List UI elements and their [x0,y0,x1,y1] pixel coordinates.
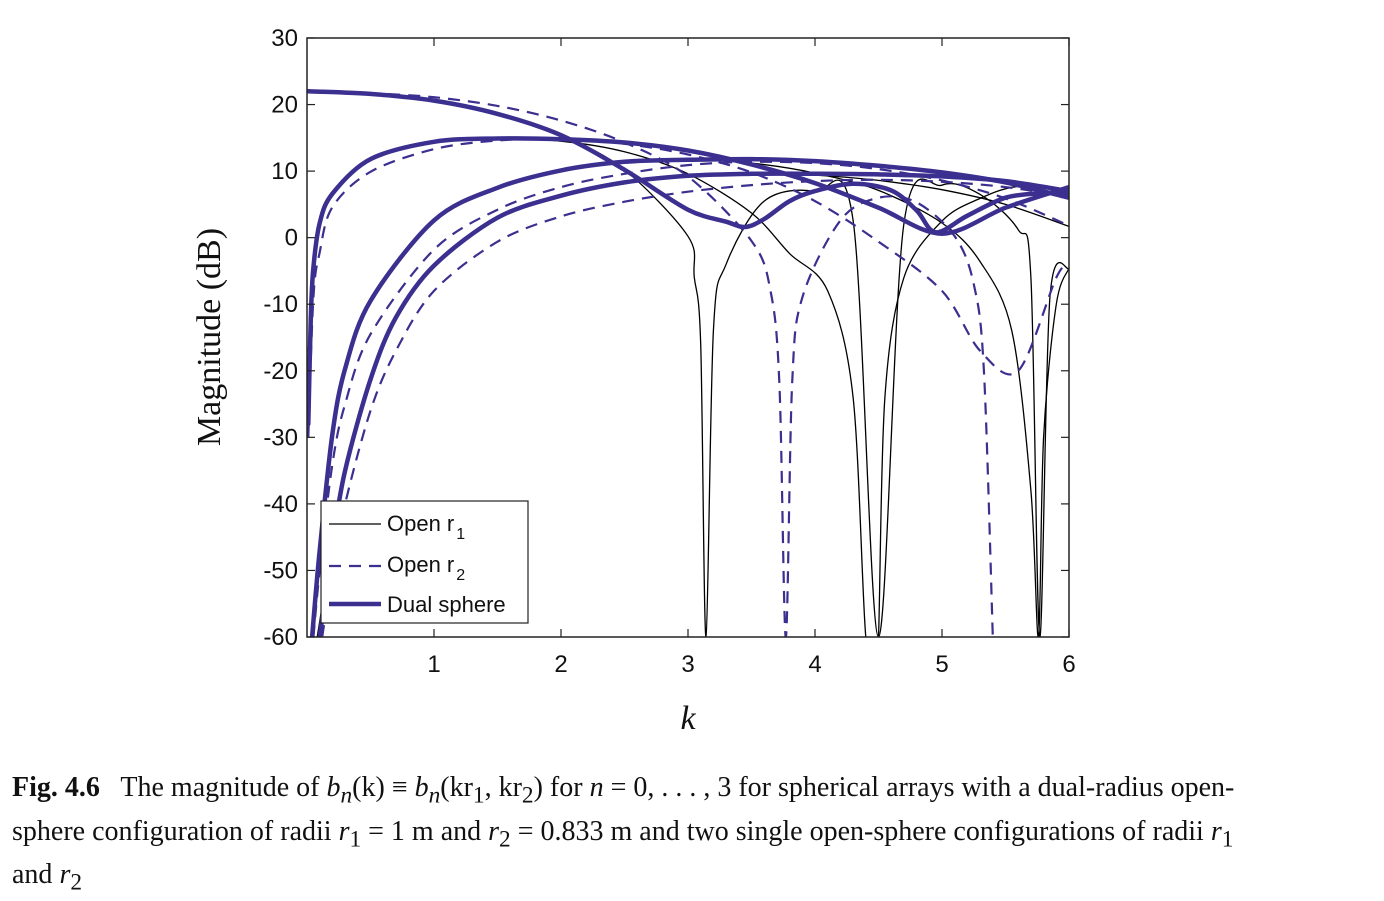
x-tick-label: 4 [808,651,821,678]
caption-and: and [12,859,60,891]
caption-r1-sub: 1 [349,826,362,853]
caption-r2: r [488,815,500,847]
x-tick-label: 2 [554,651,567,678]
legend-label-dual: Dual sphere [387,592,506,617]
tick-labels: 1 2 3 4 5 6 30 20 10 0 -10 -20 -30 -40 -50 -60 [263,25,1075,678]
caption-n: n [589,772,604,803]
caption-equiv: ≡ [384,772,415,803]
caption-r2-b-sub: 2 [70,869,83,896]
caption-r2-b: r [59,859,71,891]
caption-close: ) [533,772,543,803]
series-line-open-r2-n1 [307,137,1069,438]
series-line-open-r2-n0 [308,90,994,637]
caption-arg-k: (k) [352,772,385,803]
x-tick-label: 6 [1062,651,1075,678]
caption-r1-b: r [1210,815,1222,847]
chart-figure: 1 2 3 4 5 6 30 20 10 0 -10 -20 -30 -40 -50 -60 k Magnit… [191,25,1076,737]
caption-comma-kr: , kr [484,772,522,803]
caption-sub-n: n [340,782,353,809]
caption-r2-val: = 0.833 m and two single open-sphere con… [510,815,1211,847]
caption-sub-1: 1 [472,782,485,809]
y-axis-title: Magnitude (dB) [191,228,228,446]
y-tick-label: -50 [263,557,298,584]
figure-caption: Fig. 4.6 The magnitude of bn(k) ≡ bn(kr1… [12,770,1272,901]
x-tick-label: 1 [427,651,440,678]
caption-r1-val: = 1 m and [361,815,489,847]
curves-layer [307,88,1069,637]
caption-text-1: The magnitude of [120,772,320,803]
y-tick-label: -10 [263,291,298,318]
caption-r1: r [338,815,350,847]
caption-bn-2: b [414,772,429,803]
y-tick-label: 10 [271,158,298,185]
caption-fig-number: Fig. 4.6 [12,772,100,803]
series-line-dual-sphere-n1 [307,136,1069,427]
caption-bn: b [326,772,341,803]
y-tick-label: -30 [263,424,298,451]
series-line-dual-sphere-n0 [307,88,1069,235]
x-tick-label: 3 [681,651,694,678]
caption-arg-kr: (kr [440,772,473,803]
y-tick-label: 20 [271,92,298,119]
y-tick-label: 0 [285,225,298,252]
x-tick-label: 5 [935,651,948,678]
y-tick-label: 30 [271,25,298,52]
series-line-dual-sphere-n2 [309,156,1069,637]
x-axis-title: k [680,700,696,737]
y-tick-label: -40 [263,491,298,518]
series-line-dual-sphere-n3 [317,171,1069,637]
caption-r2-sub: 2 [499,826,511,853]
caption-for: for [542,772,590,803]
caption-sub-n-2: n [428,782,441,809]
caption-sub-2: 2 [521,782,534,809]
y-tick-label: -20 [263,358,298,385]
caption-r1-b-sub: 1 [1221,826,1234,853]
caption-range: = 0, . . . , 3 for spherical arrays with… [12,772,1235,847]
y-tick-label: -60 [263,624,298,651]
axis-ticks [307,37,1070,638]
series-line-open-r2-n3 [321,178,1069,637]
